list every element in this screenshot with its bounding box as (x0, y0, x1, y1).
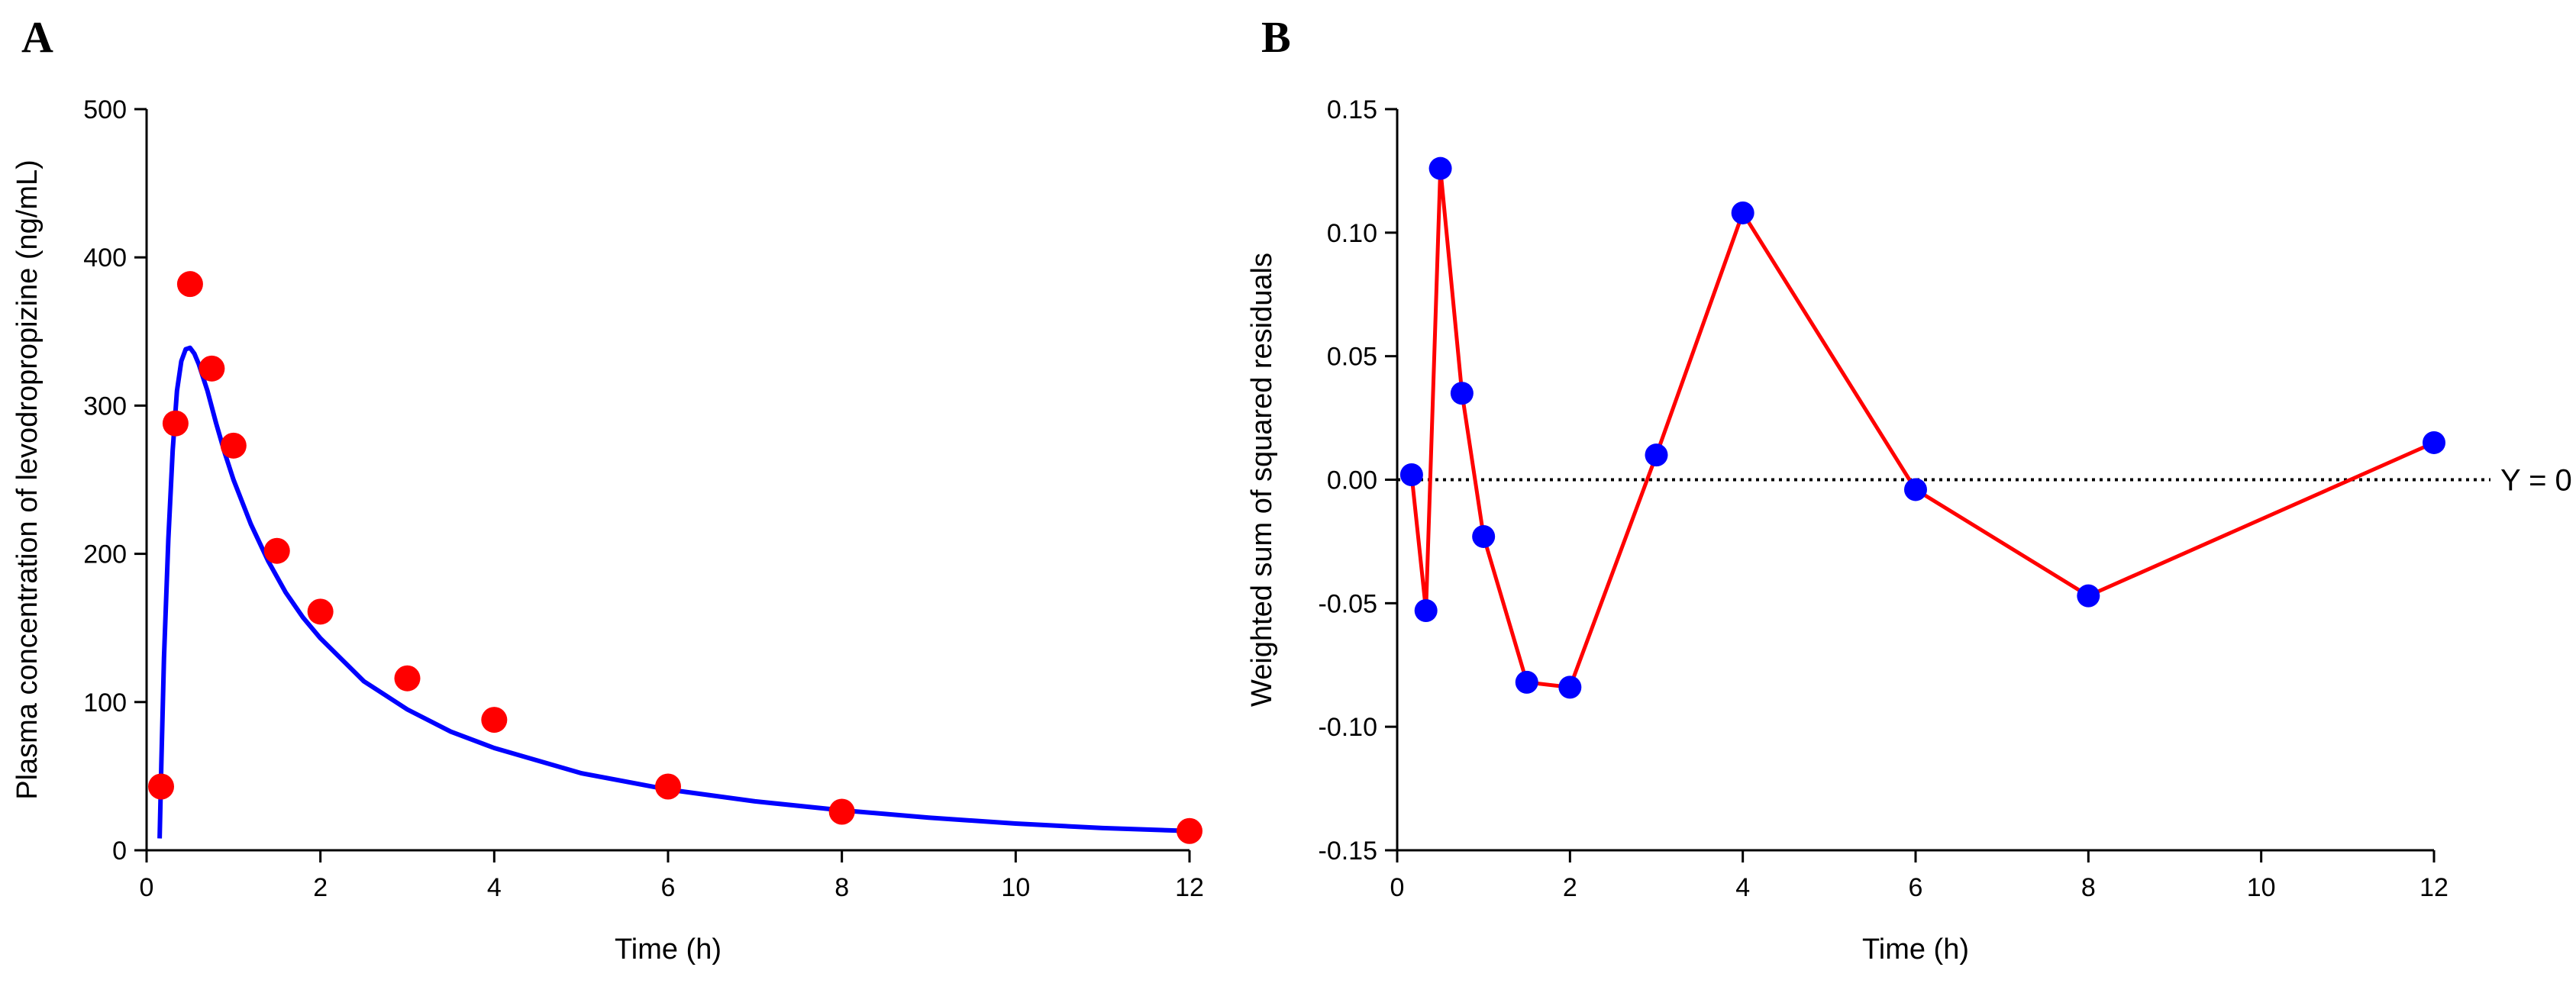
panel-b-x-tick-label: 2 (1563, 873, 1577, 902)
panel-b-y-tick-label: 0.05 (1327, 343, 1377, 372)
observed-point (263, 537, 290, 564)
observed-point (828, 798, 855, 825)
residual-point (1414, 599, 1438, 623)
panel-b-y-tick-label: -0.05 (1319, 589, 1378, 618)
residual-point (1645, 443, 1668, 467)
panel-b-y-axis-title: Weighted sum of squared residuals (1246, 253, 1278, 707)
panel-b-y-tick-label: 0.15 (1327, 95, 1377, 124)
panel-b-x-tick-label: 6 (1909, 873, 1923, 902)
observed-point (148, 773, 175, 800)
residuals-line (1409, 166, 2436, 689)
panel-b-x-tick-label: 0 (1390, 873, 1405, 902)
panel-b-y-tick-label: 0.10 (1327, 219, 1377, 248)
panel-a-x-tick-label: 2 (313, 873, 328, 902)
residual-point (1399, 463, 1423, 487)
panel-a-y-tick-label: 300 (83, 392, 127, 421)
panel-b-y-tick-label: -0.15 (1319, 837, 1378, 866)
panel-a-y-tick-label: 200 (83, 540, 127, 569)
panel-a-x-tick-label: 12 (1175, 873, 1204, 902)
panel-b-marks (1397, 156, 2490, 699)
observed-point (176, 271, 203, 298)
residual-point (1472, 524, 1496, 548)
residual-point (2077, 584, 2100, 608)
panel-a-chart: A 0 2 4 6 8 10 12 0 100 200 300 400 500 Time (h) Pla… (11, 12, 1204, 966)
panel-b-y-tick-label: 0.00 (1327, 466, 1377, 495)
panel-b-axes: 0 2 4 6 8 10 12 -0.15 -0.10 -0.05 0.00 0.05 0.10 0.15 (1319, 95, 2448, 902)
panel-b-label: B (1261, 12, 1291, 62)
panel-a-x-tick-label: 10 (1001, 873, 1030, 902)
panel-a-axes: 0 2 4 6 8 10 12 0 100 200 300 400 500 (83, 95, 1204, 902)
panel-a-y-tick-label: 400 (83, 243, 127, 272)
observed-point (394, 665, 421, 692)
observed-point (655, 773, 681, 800)
panel-b-x-tick-label: 10 (2247, 873, 2276, 902)
residual-point (1558, 675, 1582, 699)
reference-line-label: Y = 0 (2500, 464, 2572, 498)
panel-b-x-tick-label: 12 (2419, 873, 2448, 902)
residual-point (2423, 430, 2445, 454)
panel-b-y-tick-label: -0.10 (1319, 713, 1378, 742)
panel-a-x-tick-label: 8 (834, 873, 849, 902)
panel-a-y-axis-title: Plasma concentration of levodropropizine… (11, 160, 44, 800)
panel-b-x-tick-label: 8 (2081, 873, 2096, 902)
model-fit-curve (157, 345, 1190, 839)
panel-a-label: A (21, 12, 53, 62)
residual-point (1904, 478, 1927, 501)
residual-point (1515, 670, 1538, 694)
panel-a-y-tick-label: 100 (83, 688, 127, 717)
observed-point (162, 410, 189, 437)
observed-point (481, 707, 508, 733)
panel-a-x-tick-label: 0 (140, 873, 154, 902)
panel-a-marks (148, 271, 1202, 844)
panel-a-x-tick-label: 4 (487, 873, 502, 902)
panel-b-chart: B 0 2 4 6 8 10 12 -0.15 -0.10 -0.05 0.00 0.05 0.10 0.… (1246, 12, 2572, 966)
observed-point (220, 432, 247, 459)
panel-a-y-tick-label: 0 (112, 837, 127, 866)
observed-point (307, 598, 334, 625)
panel-a-y-tick-label: 500 (83, 95, 127, 124)
panel-b-x-tick-label: 4 (1735, 873, 1750, 902)
observed-point (199, 355, 225, 382)
residual-point (1428, 156, 1452, 180)
panel-b-x-axis-title: Time (h) (1862, 933, 1969, 966)
panel-a-x-tick-label: 6 (661, 873, 676, 902)
observed-point (1177, 817, 1202, 844)
panel-a-x-axis-title: Time (h) (615, 933, 721, 966)
residual-point (1450, 382, 1474, 405)
residual-point (1731, 201, 1754, 224)
